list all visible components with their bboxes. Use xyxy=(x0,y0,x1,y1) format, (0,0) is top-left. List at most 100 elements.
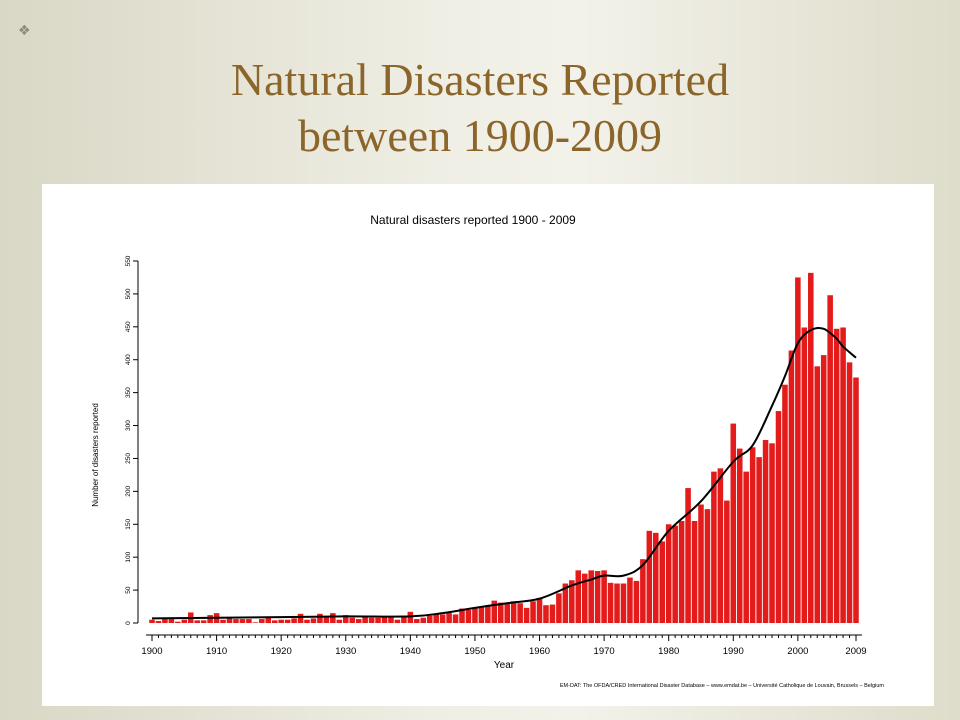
bar-1936 xyxy=(381,616,388,623)
bar-1947 xyxy=(452,614,459,623)
bar-1968 xyxy=(588,570,594,623)
y-axis-label: Number of disasters reported xyxy=(91,403,100,507)
y-tick-label-450: 450 xyxy=(125,321,132,332)
bar-1950 xyxy=(472,608,478,623)
slide-title: Natural Disasters Reported between 1900-… xyxy=(90,52,870,164)
x-tick-label-1960: 1960 xyxy=(529,646,550,657)
bar-2006 xyxy=(833,328,840,623)
bar-1983 xyxy=(685,488,691,623)
slide-title-line-1: Natural Disasters Reported xyxy=(230,54,730,105)
bar-1923 xyxy=(297,613,304,623)
trend-line xyxy=(151,326,857,620)
y-tick-label-100: 100 xyxy=(125,551,132,562)
bar-1964 xyxy=(562,583,569,623)
bar-1915 xyxy=(246,619,252,623)
bar-1920 xyxy=(278,619,284,623)
x-tick-label-1980: 1980 xyxy=(658,646,679,657)
bar-2008 xyxy=(846,362,853,623)
x-tick-label-2000: 2000 xyxy=(787,646,808,657)
bar-1927 xyxy=(323,616,330,623)
bar-1914 xyxy=(239,619,246,623)
y-tick-label-550: 550 xyxy=(125,255,132,266)
bar-1939 xyxy=(401,616,407,623)
bar-1994 xyxy=(756,457,762,623)
bar-1948 xyxy=(459,608,465,623)
bar-1969 xyxy=(594,571,601,623)
bar-1913 xyxy=(233,619,239,623)
bar-1975 xyxy=(633,580,640,623)
bar-1949 xyxy=(465,609,472,623)
bar-1974 xyxy=(627,577,633,623)
bar-1954 xyxy=(497,602,504,623)
bar-1987 xyxy=(711,471,717,623)
bar-1963 xyxy=(556,593,562,623)
x-tick-label-1940: 1940 xyxy=(400,646,421,657)
bar-1967 xyxy=(581,573,588,623)
bar-1929 xyxy=(336,619,343,623)
bar-1993 xyxy=(749,447,756,623)
bar-1921 xyxy=(284,619,291,623)
bar-1952 xyxy=(485,605,491,623)
bar-1905 xyxy=(181,619,188,623)
bar-1912 xyxy=(226,618,233,623)
bar-1971 xyxy=(607,582,614,623)
bar-1953 xyxy=(491,600,498,623)
bar-1980 xyxy=(665,524,672,623)
bar-1911 xyxy=(220,619,226,623)
axes-group: 0 50 100 150 200 250 300 350 400 450 500 550 1900 191… xyxy=(125,255,867,657)
bar-1979 xyxy=(659,541,666,623)
bar-1961 xyxy=(543,605,549,623)
bar-1931 xyxy=(349,617,355,623)
bar-1966 xyxy=(575,570,582,623)
bar-2001 xyxy=(801,327,808,623)
bar-1904 xyxy=(175,621,181,623)
bar-2003 xyxy=(814,366,821,623)
bar-1995 xyxy=(762,440,769,623)
bar-1945 xyxy=(439,614,446,623)
x-tick-label-1930: 1930 xyxy=(335,646,356,657)
bar-1955 xyxy=(504,603,510,623)
bar-1908 xyxy=(200,620,207,623)
bar-1941 xyxy=(414,619,420,623)
bar-1985 xyxy=(698,504,704,623)
bar-1972 xyxy=(614,583,620,623)
bar-1997 xyxy=(775,411,782,623)
bar-2005 xyxy=(827,295,833,623)
bar-1991 xyxy=(736,448,743,623)
bar-2000 xyxy=(795,277,801,623)
bar-1992 xyxy=(743,471,749,623)
bar-1962 xyxy=(549,604,556,623)
bar-1973 xyxy=(620,583,627,623)
bar-1935 xyxy=(375,617,381,623)
slide-title-line-2: between 1900-2009 xyxy=(297,110,663,161)
bar-1902 xyxy=(162,619,168,623)
bar-1988 xyxy=(717,468,724,623)
bar-1984 xyxy=(691,520,698,623)
bar-1930 xyxy=(342,615,349,623)
y-tick-label-250: 250 xyxy=(125,453,132,464)
bar-1922 xyxy=(291,618,297,623)
bar-1970 xyxy=(601,570,607,623)
x-tick-label-1900: 1900 xyxy=(141,646,162,657)
bar-1999 xyxy=(788,350,795,623)
bar-1959 xyxy=(530,601,536,623)
bar-1937 xyxy=(388,617,394,623)
y-tick-label-200: 200 xyxy=(125,486,132,497)
bar-1919 xyxy=(271,620,278,623)
bar-1938 xyxy=(394,619,401,623)
bar-1901 xyxy=(155,621,162,623)
source-credit: EM-DAT: The OFDA/CRED International Disa… xyxy=(560,683,885,689)
bar-1965 xyxy=(569,580,575,623)
bar-1946 xyxy=(446,613,452,623)
bar-1900 xyxy=(149,619,155,623)
bar-1918 xyxy=(265,617,272,623)
bar-2004 xyxy=(820,355,827,623)
square-bullet-icon: ❖ xyxy=(18,23,31,39)
bar-1916 xyxy=(252,622,259,623)
bar-1926 xyxy=(317,613,323,623)
bar-1933 xyxy=(362,616,368,623)
x-tick-label-1950: 1950 xyxy=(464,646,485,657)
bar-1942 xyxy=(420,617,427,623)
disasters-bar-chart: Natural disasters reported 1900 - 2009 N… xyxy=(91,213,885,689)
y-tick-label-150: 150 xyxy=(125,518,132,529)
